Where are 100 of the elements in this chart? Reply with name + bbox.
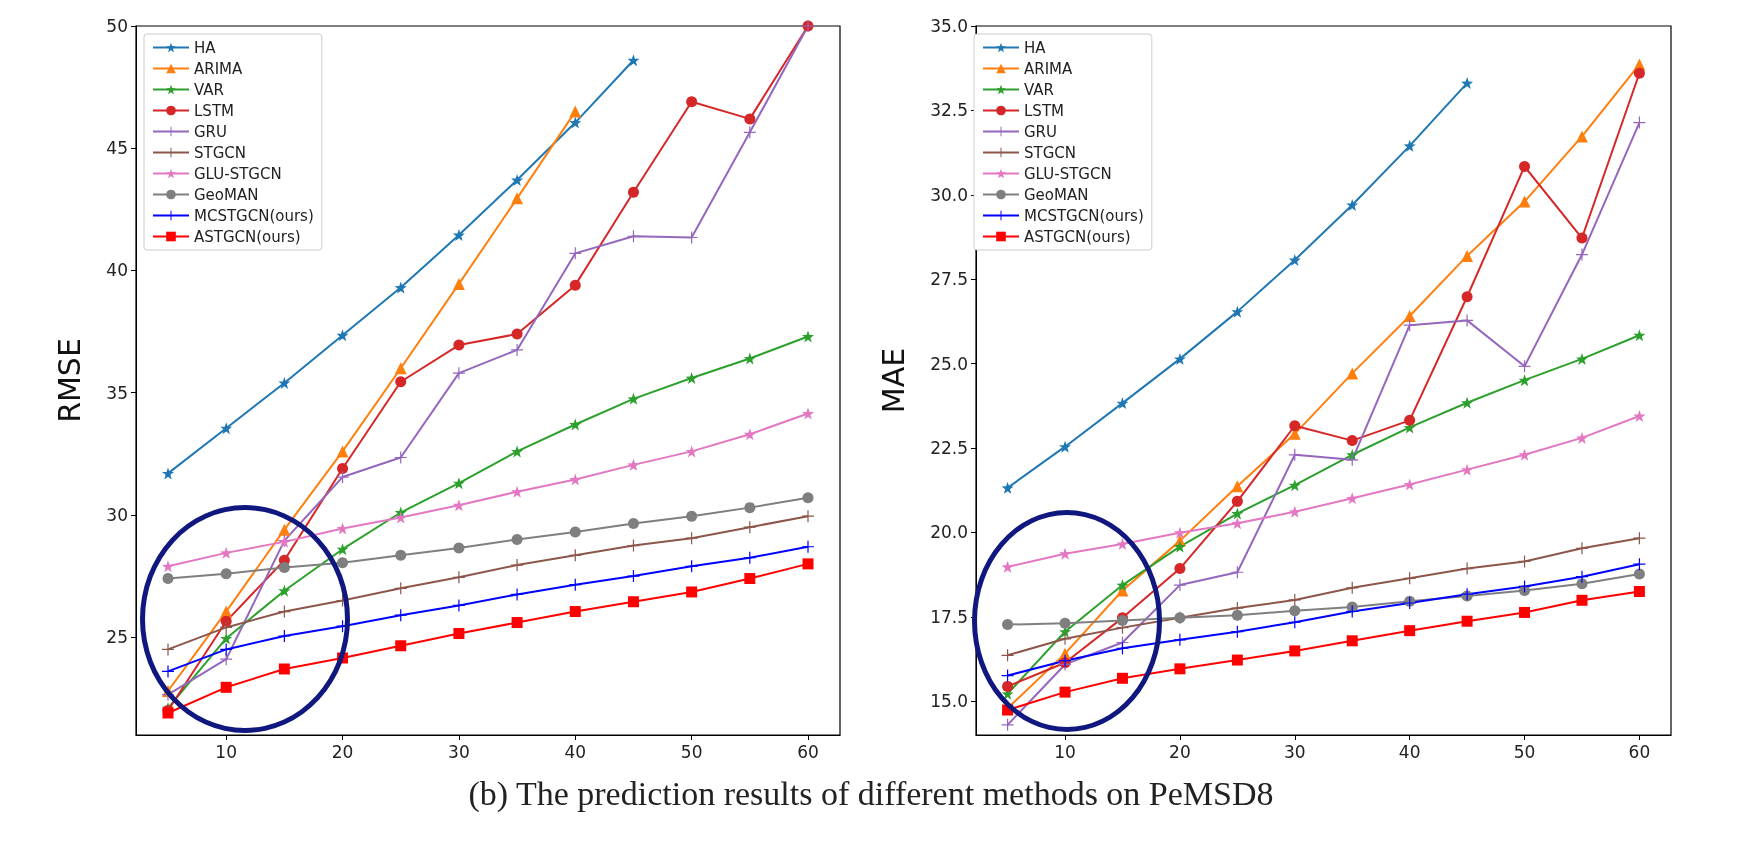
point — [1173, 633, 1186, 646]
point — [1575, 431, 1588, 444]
point — [1461, 396, 1474, 409]
point — [1404, 414, 1416, 426]
point — [1059, 617, 1071, 629]
point — [278, 523, 291, 536]
point — [1575, 542, 1588, 555]
point — [1231, 305, 1244, 318]
y-tick-label: 30 — [106, 504, 128, 525]
point — [1116, 672, 1128, 684]
point — [453, 542, 465, 554]
point — [1174, 663, 1186, 675]
x-tick-label: 10 — [215, 741, 237, 762]
point — [511, 343, 524, 356]
point — [1461, 615, 1473, 627]
point — [686, 586, 698, 598]
point — [452, 229, 465, 242]
point — [162, 573, 174, 585]
legend-label: LSTM — [1024, 101, 1064, 120]
point — [627, 458, 640, 471]
point — [1461, 77, 1474, 90]
point — [511, 192, 524, 205]
point — [1288, 593, 1301, 606]
y-tick-label: 35 — [106, 382, 128, 403]
point — [743, 428, 756, 441]
y-tick-label: 45 — [106, 138, 128, 159]
point — [1633, 409, 1646, 422]
y-tick-label: 25.0 — [930, 353, 968, 374]
point — [1633, 568, 1645, 580]
x-tick-label: 50 — [1513, 741, 1536, 762]
point — [569, 418, 582, 431]
point — [395, 640, 407, 652]
point — [220, 632, 233, 645]
point — [1576, 232, 1588, 244]
point — [743, 352, 756, 365]
point — [337, 463, 349, 475]
point — [1174, 563, 1186, 575]
point — [1288, 505, 1301, 518]
point — [1346, 367, 1359, 380]
x-tick-label: 10 — [1054, 741, 1076, 762]
point — [1346, 435, 1358, 447]
point — [1575, 248, 1588, 261]
y-tick-label: 50 — [106, 16, 128, 36]
point — [1575, 130, 1588, 143]
x-tick-label: 30 — [1283, 741, 1306, 762]
point — [278, 629, 291, 642]
point — [278, 376, 291, 389]
point — [802, 492, 814, 504]
point — [802, 330, 814, 343]
point — [1633, 67, 1645, 79]
point — [511, 328, 523, 340]
legend-label: STGCN — [1024, 143, 1077, 162]
point — [220, 615, 232, 627]
y-tick-label: 30.0 — [930, 184, 968, 205]
legend-label: GeoMAN — [194, 185, 259, 204]
point — [336, 329, 349, 342]
point — [336, 471, 349, 484]
legend-label: HA — [194, 38, 217, 57]
x-tick-label: 20 — [331, 741, 354, 762]
point — [627, 186, 639, 198]
point — [162, 643, 174, 656]
x-tick-label: 60 — [1628, 741, 1651, 762]
point — [452, 277, 465, 290]
point — [569, 526, 581, 538]
legend-label: GeoMAN — [1024, 185, 1089, 204]
point — [1461, 562, 1474, 575]
point — [802, 540, 814, 553]
point — [627, 570, 640, 583]
point — [453, 339, 465, 351]
point — [686, 510, 698, 522]
point — [1576, 594, 1588, 606]
y-axis-title: MAE — [875, 347, 911, 414]
point — [1231, 495, 1243, 507]
point — [1519, 160, 1531, 172]
point — [220, 681, 232, 693]
point — [1633, 329, 1646, 342]
point — [744, 113, 756, 125]
point — [336, 543, 349, 556]
point — [278, 584, 291, 597]
legend-label: MCSTGCN(ours) — [1024, 206, 1144, 225]
point — [220, 422, 233, 435]
point — [278, 562, 290, 574]
point — [686, 96, 698, 108]
legend-label: ARIMA — [194, 59, 244, 78]
point — [802, 510, 814, 523]
point — [1403, 310, 1416, 323]
point — [394, 281, 407, 294]
point — [1575, 570, 1588, 583]
y-tick-label: 35.0 — [930, 16, 968, 36]
point — [1059, 632, 1072, 645]
y-tick-label: 17.5 — [930, 606, 968, 627]
point — [1231, 507, 1244, 520]
point — [1002, 680, 1014, 692]
point — [685, 445, 698, 458]
point — [395, 549, 407, 561]
point — [452, 571, 465, 584]
point — [1173, 540, 1186, 553]
legend-label: VAR — [194, 80, 224, 99]
x-tick-label: 50 — [680, 741, 703, 762]
point — [569, 279, 581, 291]
